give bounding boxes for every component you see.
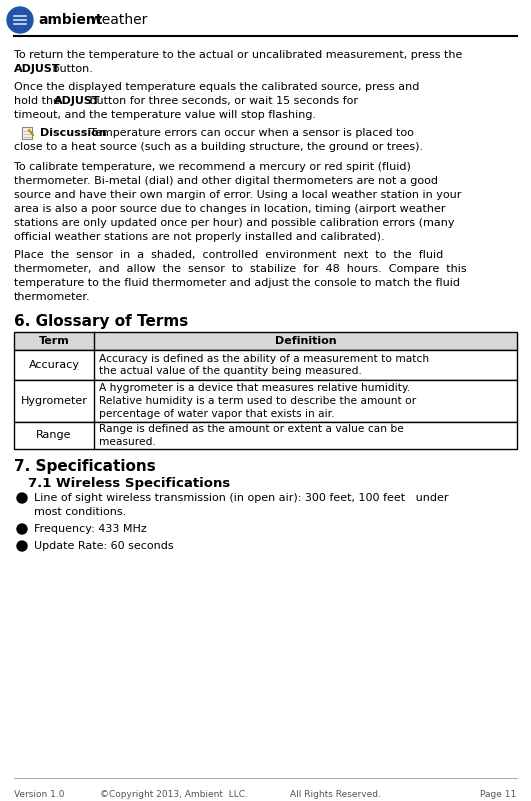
Text: Line of sight wireless transmission (in open air): 300 feet, 100 feet   under: Line of sight wireless transmission (in … xyxy=(34,493,449,503)
Text: Once the displayed temperature equals the calibrated source, press and: Once the displayed temperature equals th… xyxy=(14,82,419,92)
FancyBboxPatch shape xyxy=(22,127,32,139)
Text: To return the temperature to the actual or uncalibrated measurement, press the: To return the temperature to the actual … xyxy=(14,50,463,60)
Circle shape xyxy=(17,524,27,534)
Text: temperature to the fluid thermometer and adjust the console to match the fluid: temperature to the fluid thermometer and… xyxy=(14,278,460,288)
Text: thermometer,  and  allow  the  sensor  to  stabilize  for  48  hours.  Compare  : thermometer, and allow the sensor to sta… xyxy=(14,264,467,274)
Text: ©Copyright 2013, Ambient  LLC.: ©Copyright 2013, Ambient LLC. xyxy=(100,790,248,799)
Text: Range is defined as the amount or extent a value can be: Range is defined as the amount or extent… xyxy=(99,424,404,434)
Text: area is also a poor source due to changes in location, timing (airport weather: area is also a poor source due to change… xyxy=(14,204,446,214)
Text: To calibrate temperature, we recommend a mercury or red spirit (fluid): To calibrate temperature, we recommend a… xyxy=(14,162,411,172)
Text: thermometer. Bi-metal (dial) and other digital thermometers are not a good: thermometer. Bi-metal (dial) and other d… xyxy=(14,176,438,186)
Circle shape xyxy=(17,541,27,551)
Text: Definition: Definition xyxy=(275,336,336,346)
Text: Accuracy: Accuracy xyxy=(29,360,80,370)
FancyBboxPatch shape xyxy=(14,332,517,350)
Text: ambient: ambient xyxy=(38,13,102,27)
Text: the actual value of the quantity being measured.: the actual value of the quantity being m… xyxy=(99,367,362,376)
Text: most conditions.: most conditions. xyxy=(34,507,126,517)
Text: 6. Glossary of Terms: 6. Glossary of Terms xyxy=(14,314,189,329)
Text: percentage of water vapor that exists in air.: percentage of water vapor that exists in… xyxy=(99,409,335,419)
Text: : Temperature errors can occur when a sensor is placed too: : Temperature errors can occur when a se… xyxy=(83,128,414,138)
Text: source and have their own margin of error. Using a local weather station in your: source and have their own margin of erro… xyxy=(14,190,461,200)
Text: Page 11: Page 11 xyxy=(480,790,516,799)
Text: All Rights Reserved.: All Rights Reserved. xyxy=(290,790,381,799)
Text: thermometer.: thermometer. xyxy=(14,292,91,302)
Text: measured.: measured. xyxy=(99,437,156,447)
Text: ADJUST: ADJUST xyxy=(54,96,101,106)
Text: ADJUST: ADJUST xyxy=(14,64,61,74)
FancyBboxPatch shape xyxy=(14,380,517,422)
Text: weather: weather xyxy=(86,13,148,27)
Text: Hygrometer: Hygrometer xyxy=(21,396,88,406)
Text: Range: Range xyxy=(36,430,72,441)
Text: Relative humidity is a term used to describe the amount or: Relative humidity is a term used to desc… xyxy=(99,396,416,406)
Circle shape xyxy=(17,493,27,503)
Text: A hygrometer is a device that measures relative humidity.: A hygrometer is a device that measures r… xyxy=(99,383,410,393)
Text: Discussion: Discussion xyxy=(40,128,107,138)
Text: Accuracy is defined as the ability of a measurement to match: Accuracy is defined as the ability of a … xyxy=(99,353,429,364)
Text: stations are only updated once per hour) and possible calibration errors (many: stations are only updated once per hour)… xyxy=(14,218,455,228)
Text: official weather stations are not properly installed and calibrated).: official weather stations are not proper… xyxy=(14,232,384,242)
Text: Frequency: 433 MHz: Frequency: 433 MHz xyxy=(34,524,147,534)
Text: Update Rate: 60 seconds: Update Rate: 60 seconds xyxy=(34,541,174,551)
Circle shape xyxy=(7,7,33,33)
FancyBboxPatch shape xyxy=(14,350,517,380)
Text: hold the: hold the xyxy=(14,96,64,106)
Text: Place  the  sensor  in  a  shaded,  controlled  environment  next  to  the  flui: Place the sensor in a shaded, controlled… xyxy=(14,250,443,260)
Text: button for three seconds, or wait 15 seconds for: button for three seconds, or wait 15 sec… xyxy=(86,96,358,106)
Text: 7. Specifications: 7. Specifications xyxy=(14,459,156,474)
Text: timeout, and the temperature value will stop flashing.: timeout, and the temperature value will … xyxy=(14,110,316,120)
Text: 7.1 Wireless Specifications: 7.1 Wireless Specifications xyxy=(28,477,230,490)
FancyBboxPatch shape xyxy=(14,422,517,449)
Text: button.: button. xyxy=(49,64,93,74)
Text: close to a heat source (such as a building structure, the ground or trees).: close to a heat source (such as a buildi… xyxy=(14,142,423,152)
Text: Version 1.0: Version 1.0 xyxy=(14,790,64,799)
Text: Term: Term xyxy=(39,336,70,346)
